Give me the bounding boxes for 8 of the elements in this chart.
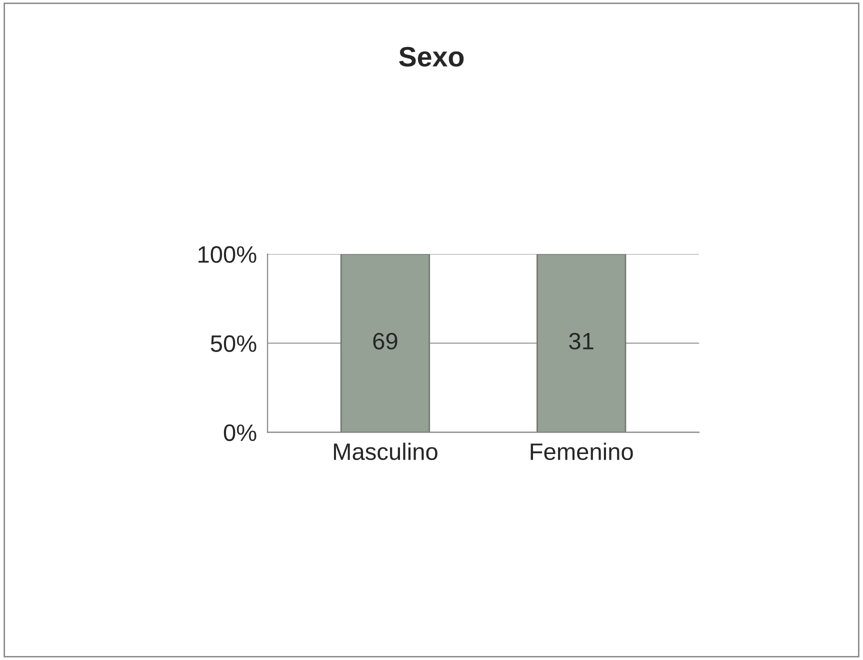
y-tick-label: 100% — [198, 246, 256, 263]
x-tick-label: Masculino — [334, 442, 438, 460]
annotation: 31 — [569, 332, 594, 350]
y-tick-label: 0% — [224, 424, 256, 442]
annotation: 69 — [373, 332, 398, 350]
chart-title: Sexo — [399, 46, 464, 67]
y-tick-label: 50% — [210, 335, 256, 352]
x-tick-label: Femenino — [530, 442, 633, 460]
